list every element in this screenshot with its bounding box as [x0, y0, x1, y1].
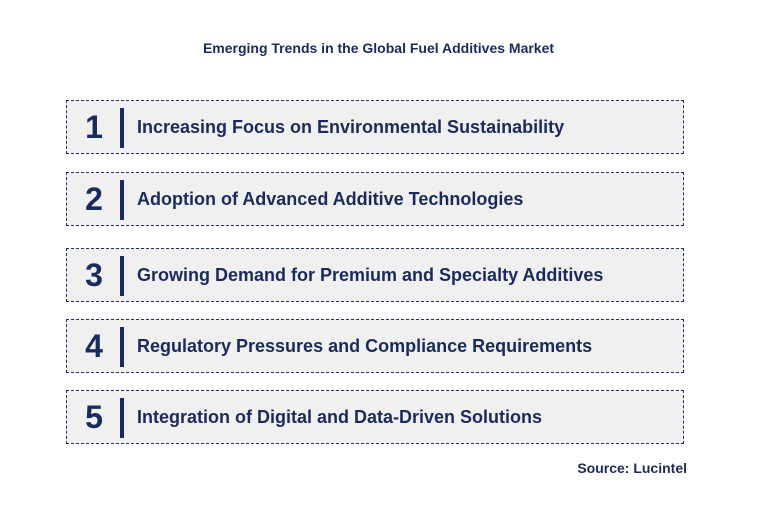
trend-divider: [120, 398, 124, 438]
trend-label: Integration of Digital and Data-Driven S…: [137, 406, 543, 427]
trend-item-2: 2 Adoption of Advanced Additive Technolo…: [66, 172, 684, 226]
source-note: Source: Lucintel: [577, 460, 687, 476]
trend-number: 4: [85, 327, 103, 364]
trend-number: 5: [85, 398, 103, 435]
trend-number: 1: [85, 108, 103, 145]
trend-label: Adoption of Advanced Additive Technologi…: [137, 188, 524, 209]
trend-label: Growing Demand for Premium and Specialty…: [137, 264, 604, 285]
trend-label: Regulatory Pressures and Compliance Requ…: [137, 335, 593, 356]
trend-item-4: 4 Regulatory Pressures and Compliance Re…: [66, 319, 684, 373]
trend-divider: [120, 108, 124, 148]
trend-divider: [120, 180, 124, 220]
trend-number: 3: [85, 256, 103, 293]
trend-label: Increasing Focus on Environmental Sustai…: [137, 116, 565, 137]
trend-number: 2: [85, 180, 103, 217]
trend-item-3: 3 Growing Demand for Premium and Special…: [66, 248, 684, 302]
trend-divider: [120, 327, 124, 367]
trend-item-1: 1 Increasing Focus on Environmental Sust…: [66, 100, 684, 154]
diagram-title: Emerging Trends in the Global Fuel Addit…: [202, 40, 555, 56]
trend-item-5: 5 Integration of Digital and Data-Driven…: [66, 390, 684, 444]
trend-divider: [120, 256, 124, 296]
